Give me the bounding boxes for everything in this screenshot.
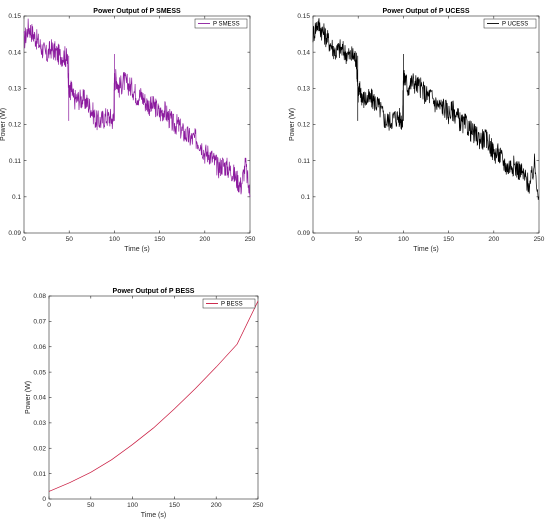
series-line — [312, 18, 540, 200]
x-tick-label: 200 — [199, 236, 210, 243]
y-tick-label: 0.15 — [8, 13, 21, 20]
y-tick-label: 0.09 — [297, 230, 310, 237]
chart-2: 0 50 100 150 200 250 0.09 0.1 0.11 0.12 0.13 0.14 0.… — [289, 8, 545, 253]
y-tick-label: 0.14 — [8, 49, 21, 56]
x-tick-label: 150 — [443, 236, 454, 243]
y-tick-label: 0.13 — [297, 86, 310, 93]
y-tick-label: 0.15 — [297, 13, 310, 20]
x-axis-label: Time (s) — [413, 246, 438, 253]
x-tick-label: 200 — [211, 502, 222, 509]
y-tick-label: 0.13 — [8, 86, 21, 93]
x-tick-label: 0 — [311, 236, 315, 243]
y-tick-label: 0.06 — [33, 344, 46, 351]
y-tick-label: 0.1 — [12, 194, 21, 201]
plot-area — [23, 15, 251, 234]
y-tick-label: 0.04 — [33, 395, 46, 402]
y-axis-label: Power (W) — [0, 108, 7, 141]
legend-box — [194, 18, 248, 29]
y-tick-label: 0.09 — [8, 230, 21, 237]
legend-label: P UCESS — [502, 22, 528, 28]
x-tick-label: 100 — [398, 236, 409, 243]
y-tick-label: 0.01 — [33, 471, 46, 478]
legend-label: P BESS — [221, 302, 243, 308]
x-tick-label: 0 — [47, 502, 51, 509]
y-tick-label: 0 — [42, 496, 46, 503]
series-line — [23, 18, 251, 197]
legend-box — [202, 298, 256, 309]
y-tick-label: 0.07 — [33, 319, 46, 326]
x-tick-label: 250 — [253, 502, 264, 509]
chart-3: 0 50 100 150 200 250 0 0.01 0.02 0.03 0.04 0.05 0.06… — [25, 288, 264, 519]
x-tick-label: 200 — [488, 236, 499, 243]
plot-area — [48, 295, 259, 500]
series-line — [48, 300, 259, 492]
x-tick-label: 250 — [245, 236, 256, 243]
x-axis-label: Time (s) — [124, 246, 149, 253]
x-tick-label: 0 — [22, 236, 26, 243]
x-tick-label: 100 — [109, 236, 120, 243]
y-tick-label: 0.1 — [301, 194, 310, 201]
y-tick-label: 0.08 — [33, 293, 46, 300]
y-tick-label: 0.03 — [33, 420, 46, 427]
y-tick-label: 0.12 — [297, 122, 310, 129]
y-tick-label: 0.11 — [298, 158, 311, 165]
y-axis-label: Power (W) — [25, 381, 32, 414]
chart-title: Power Output of P BESS — [113, 288, 195, 295]
x-tick-label: 150 — [154, 236, 165, 243]
chart-title: Power Output of P SMESS — [93, 8, 181, 15]
y-tick-label: 0.02 — [33, 445, 46, 452]
x-tick-label: 50 — [87, 502, 95, 509]
x-tick-label: 50 — [66, 236, 74, 243]
y-axis-label: Power (W) — [289, 108, 296, 141]
chart-1: 0 50 100 150 200 250 0.09 0.1 0.11 0.12 0.13 0.14 0.… — [0, 8, 256, 253]
y-tick-label: 0.11 — [9, 158, 22, 165]
legend-box — [483, 18, 537, 29]
x-tick-label: 250 — [534, 236, 545, 243]
chart-title: Power Output of P UCESS — [383, 8, 470, 15]
x-tick-label: 150 — [169, 502, 180, 509]
y-tick-label: 0.12 — [8, 122, 21, 129]
y-tick-label: 0.05 — [33, 369, 46, 376]
x-tick-label: 50 — [355, 236, 363, 243]
y-tick-label: 0.14 — [297, 49, 310, 56]
x-axis-label: Time (s) — [141, 512, 166, 519]
plot-area — [312, 15, 540, 234]
legend-label: P SMESS — [213, 22, 240, 28]
x-tick-label: 100 — [127, 502, 138, 509]
